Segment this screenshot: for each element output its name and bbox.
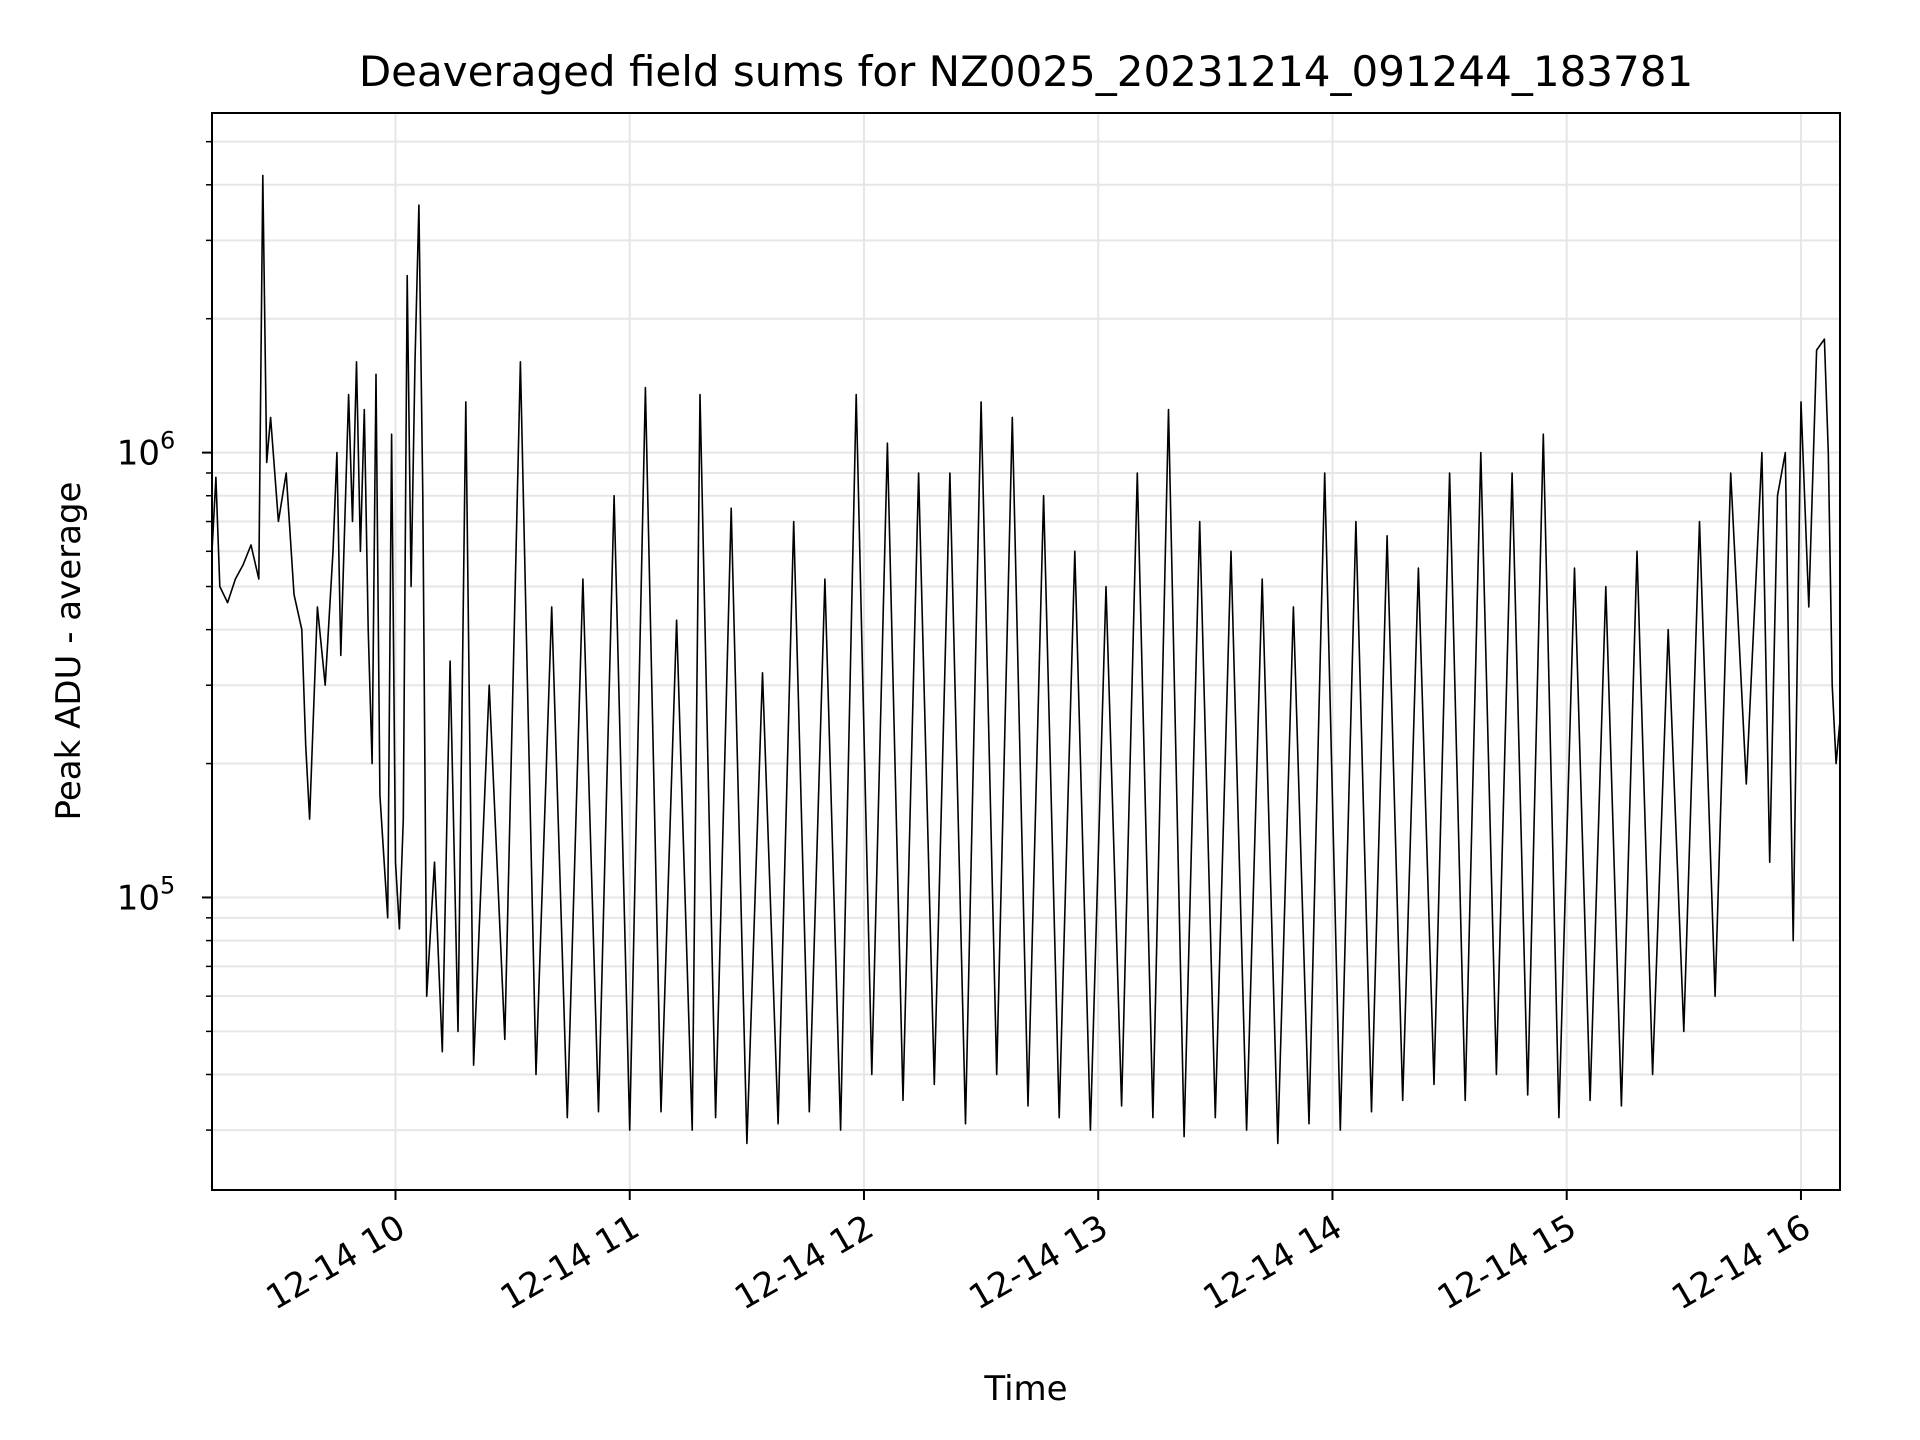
x-tick-label: 12-14 16 (1665, 1207, 1817, 1318)
y-tick-label: 106 (117, 427, 176, 474)
plot-frame (211, 112, 1841, 1191)
x-tick-label: 12-14 10 (260, 1207, 412, 1318)
x-tick-label: 12-14 12 (728, 1207, 880, 1318)
y-axis-title: Peak ADU - average (49, 482, 89, 821)
x-tick-label: 12-14 15 (1431, 1207, 1583, 1318)
chart-title: Deaveraged field sums for NZ0025_2023121… (359, 47, 1693, 96)
y-tick-label: 105 (117, 871, 176, 918)
x-axis-title: Time (983, 1369, 1067, 1409)
x-tick-label: 12-14 14 (1197, 1207, 1349, 1318)
series-layer (211, 174, 1841, 1145)
x-tick-label: 12-14 13 (962, 1207, 1114, 1318)
series-line (211, 174, 1841, 1145)
grid-layer (212, 113, 1840, 1190)
x-tick-label: 12-14 11 (494, 1207, 646, 1318)
